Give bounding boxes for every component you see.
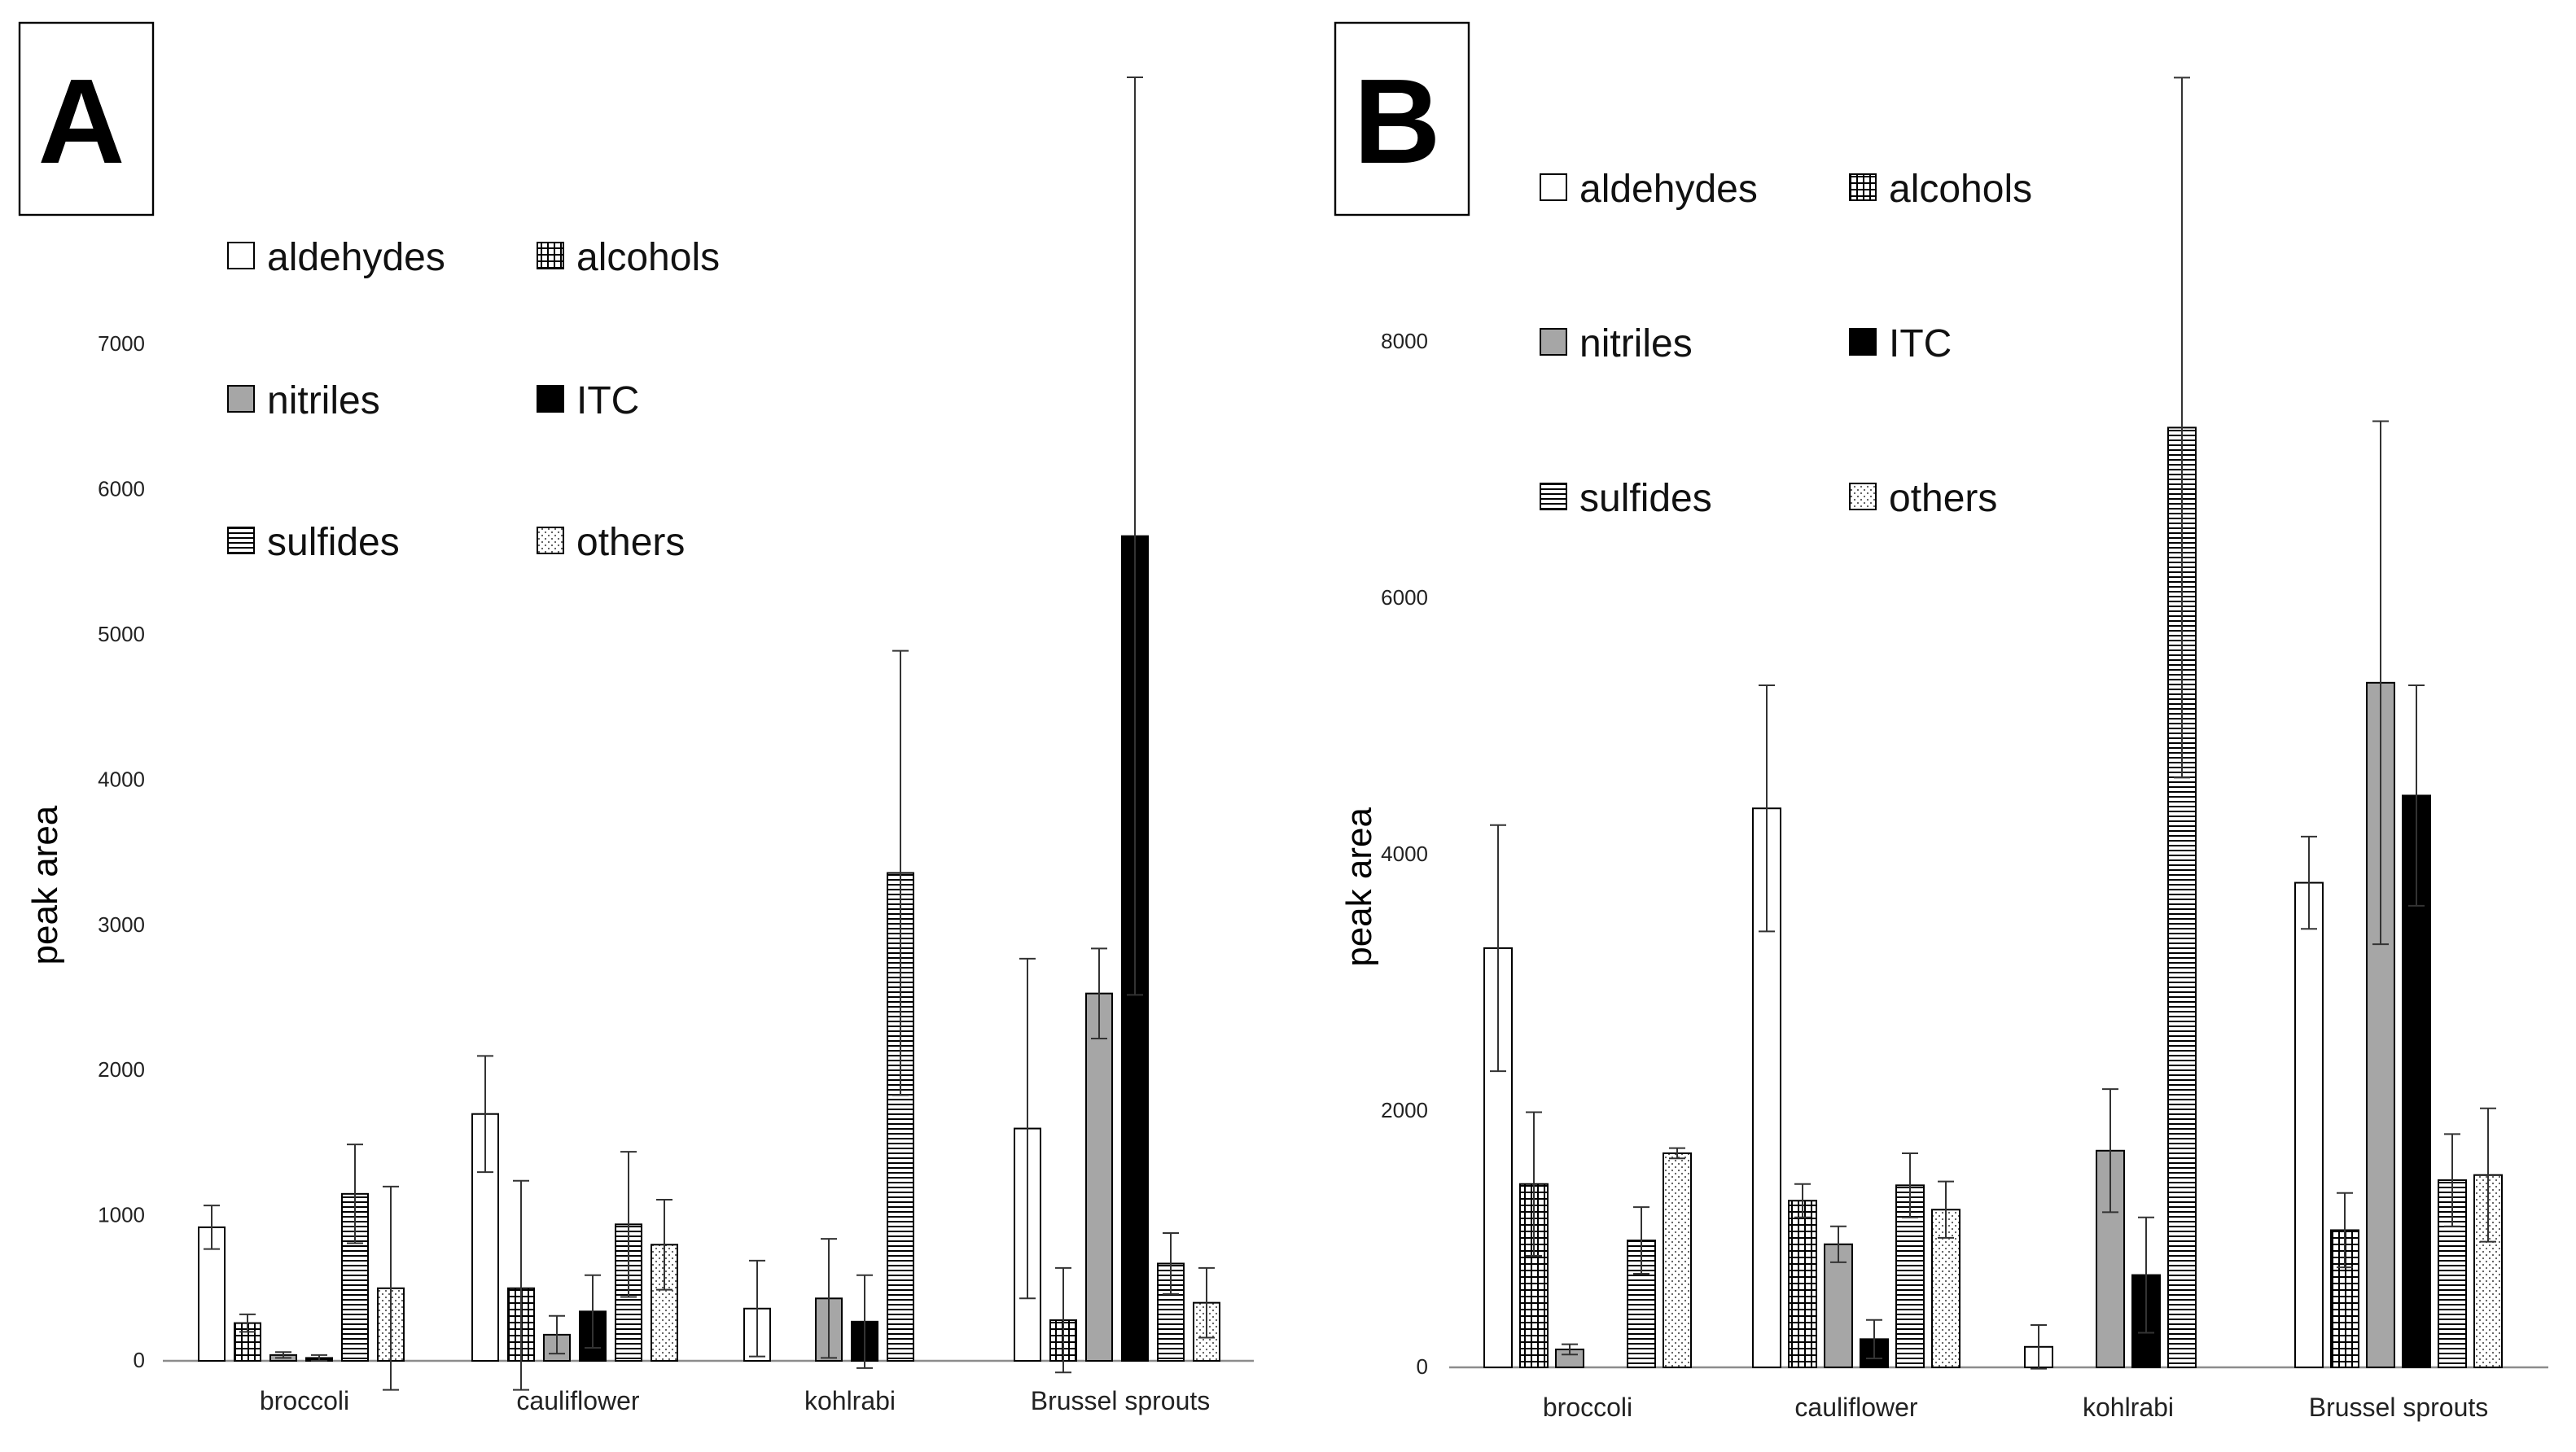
bar-nitriles [1085, 992, 1113, 1362]
y-tick-label: 0 [1417, 1354, 1428, 1379]
bar-others [1663, 1152, 1692, 1369]
bar-alcohols [1519, 1183, 1549, 1369]
legend-swatch-nitriles [227, 385, 255, 413]
y-tick-label: 4000 [98, 767, 145, 791]
bar-aldehydes [2294, 881, 2324, 1368]
legend-label-sulfides: sulfides [1579, 477, 1712, 520]
panel-label: B [1354, 55, 1441, 189]
legend-swatch-others [1849, 483, 1877, 510]
bar-aldehydes [1483, 947, 1513, 1368]
legend-label-ITC: ITC [1889, 322, 1952, 365]
y-tick-label: 0 [134, 1348, 145, 1372]
legend-swatch-others [537, 527, 564, 554]
category-label: cauliflower [1794, 1393, 1918, 1422]
legend-label-nitriles: nitriles [267, 379, 380, 422]
category-label: kohlrabi [2083, 1393, 2174, 1422]
bar-alcohols [1788, 1200, 1817, 1368]
panel-label-box [18, 21, 155, 216]
legend-swatch-ITC [1849, 328, 1877, 356]
category-label: broccoli [1543, 1393, 1632, 1422]
y-tick-label: 4000 [1381, 842, 1428, 866]
y-tick-label: 2000 [98, 1057, 145, 1082]
legend-label-others: others [576, 521, 685, 564]
y-tick-label: 1000 [98, 1203, 145, 1227]
category-label: Brussel sprouts [2309, 1393, 2489, 1422]
legend-swatch-alcohols [537, 242, 564, 269]
legend-swatch-sulfides [1540, 483, 1567, 510]
legend-swatch-aldehydes [227, 242, 255, 269]
panel-label: A [38, 55, 125, 189]
y-tick-label: 2000 [1381, 1098, 1428, 1122]
legend-swatch-nitriles [1540, 328, 1567, 356]
y-tick-label: 8000 [1381, 329, 1428, 353]
legend-swatch-sulfides [227, 527, 255, 554]
legend-swatch-aldehydes [1540, 173, 1567, 201]
y-tick-label: 6000 [1381, 585, 1428, 610]
legend-label-alcohols: alcohols [1889, 168, 2032, 211]
legend-label-aldehydes: aldehydes [1579, 168, 1758, 211]
category-label: cauliflower [516, 1386, 640, 1415]
legend-label-nitriles: nitriles [1579, 322, 1693, 365]
panel-label-box [1334, 21, 1470, 216]
category-label: Brussel sprouts [1031, 1386, 1211, 1415]
legend-label-ITC: ITC [576, 379, 639, 422]
legend-swatch-alcohols [1849, 173, 1877, 201]
y-tick-label: 5000 [98, 622, 145, 646]
category-label: kohlrabi [804, 1386, 896, 1415]
bar-alcohols [234, 1322, 261, 1362]
y-axis-label: peak area [1339, 807, 1379, 967]
y-tick-label: 6000 [98, 477, 145, 501]
category-label: broccoli [260, 1386, 349, 1415]
legend-label-sulfides: sulfides [267, 521, 400, 564]
y-tick-label: 7000 [98, 331, 145, 356]
legend-label-aldehydes: aldehydes [267, 236, 445, 279]
legend-swatch-ITC [537, 385, 564, 413]
y-axis-label: peak area [25, 805, 65, 964]
y-tick-label: 3000 [98, 912, 145, 937]
legend-label-alcohols: alcohols [576, 236, 720, 279]
legend-label-others: others [1889, 477, 1997, 520]
